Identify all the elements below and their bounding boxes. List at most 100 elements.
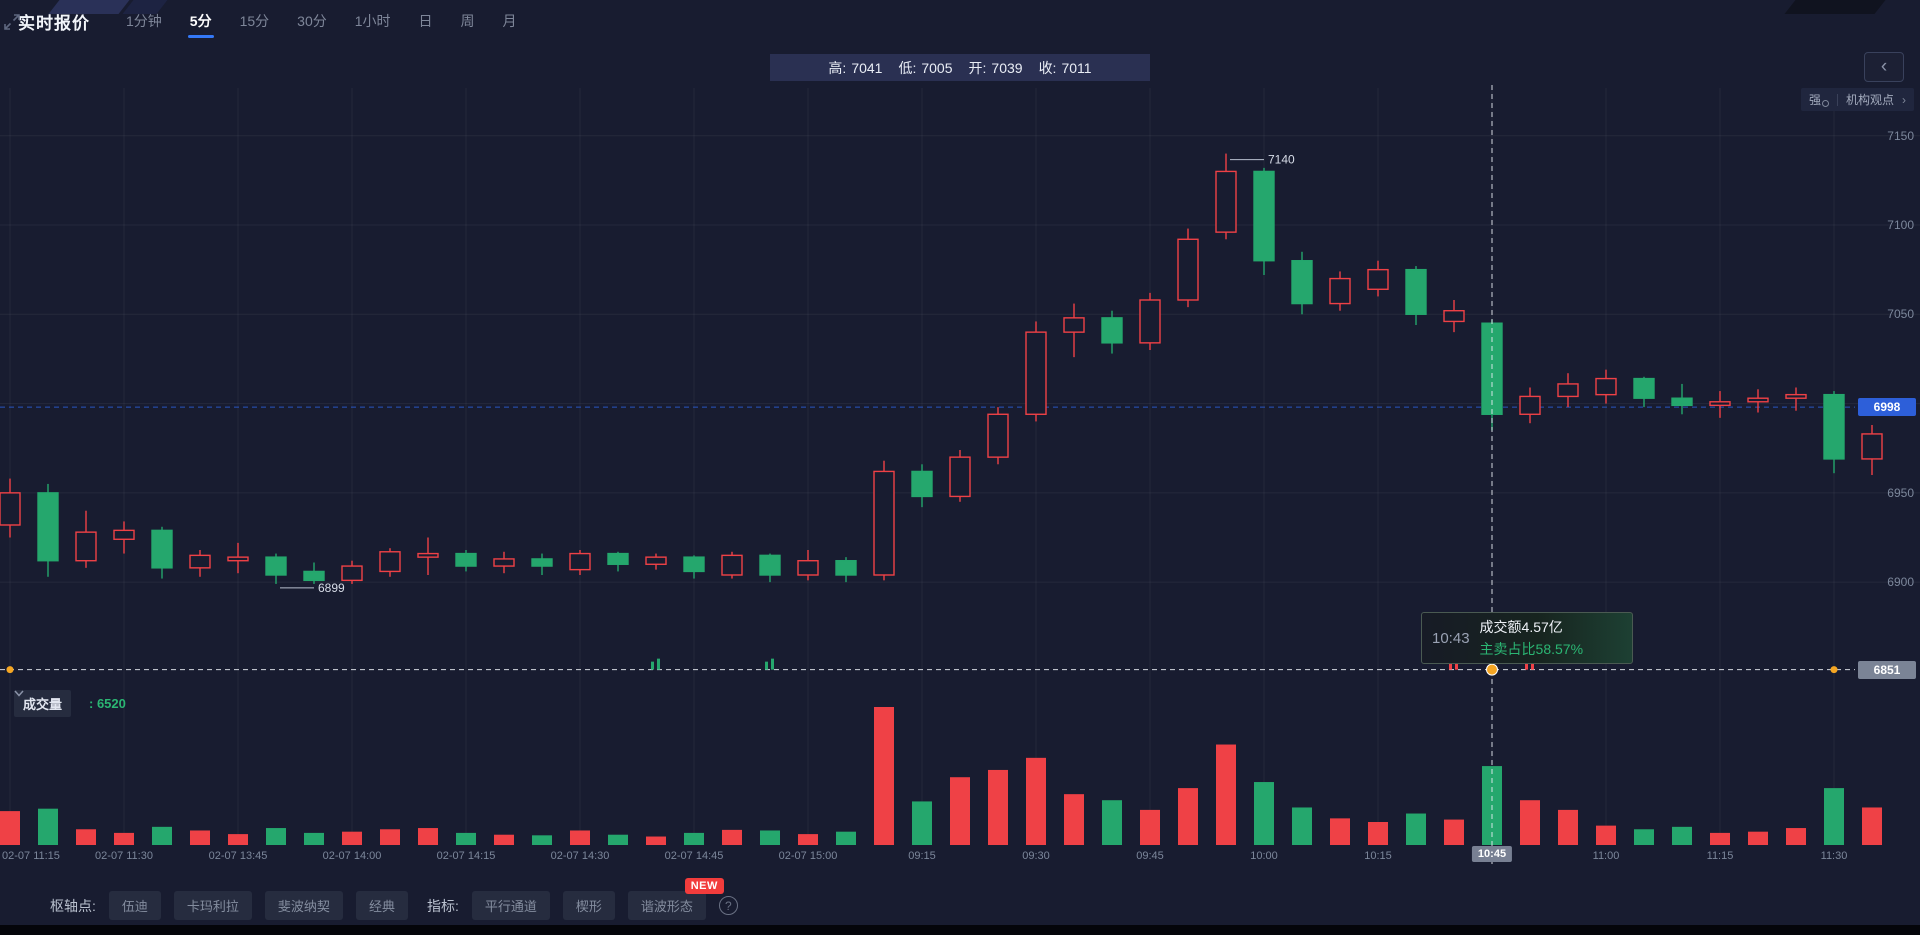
volume-bar <box>1254 782 1274 845</box>
crosshair-tooltip: 10:43 成交额4.57亿 主卖占比58.57% <box>1421 612 1633 664</box>
volume-bar <box>1558 809 1578 845</box>
volume-bar <box>912 801 932 845</box>
signal-marker <box>657 658 660 670</box>
volume-bar <box>874 707 894 845</box>
volume-label: 成交量 <box>23 697 63 712</box>
candle-body <box>1063 317 1085 333</box>
volume-bar <box>760 830 780 845</box>
volume-bar <box>1406 813 1426 845</box>
high-value: 7041 <box>851 59 883 76</box>
collapse-panel-button[interactable]: ‹ <box>1864 52 1904 82</box>
volume-bar <box>266 828 286 845</box>
tab-timeframe-4[interactable]: 1小时 <box>354 13 391 29</box>
x-axis-label: 11:15 <box>1706 850 1734 862</box>
candle-body <box>417 552 439 558</box>
chevron-left-icon: ‹ <box>1880 56 1888 77</box>
candle-body <box>1253 170 1275 262</box>
tab-timeframe-7[interactable]: 月 <box>502 13 517 29</box>
x-axis-label: 09:30 <box>1022 850 1050 862</box>
tab-timeframe-5[interactable]: 日 <box>418 13 433 29</box>
pivot-button-1[interactable]: 卡玛利拉 <box>173 891 252 920</box>
volume-bar <box>1102 800 1122 845</box>
signal-marker <box>1525 661 1528 670</box>
volume-bar <box>1710 832 1730 845</box>
tab-timeframe-3[interactable]: 30分 <box>297 13 327 29</box>
tooltip-time: 10:43 <box>1432 629 1470 647</box>
volume-bar <box>722 829 742 845</box>
volume-bar <box>1064 794 1084 845</box>
volume-bar <box>0 811 20 845</box>
x-axis-label: 10:45 <box>1471 846 1513 862</box>
candle-body <box>455 552 477 567</box>
volume-indicator-dropdown[interactable]: 成交量 <box>14 690 72 717</box>
signal-marker <box>1486 663 1498 676</box>
pivot-button-2[interactable]: 斐波纳契 <box>264 891 343 920</box>
candle-body <box>1367 268 1389 290</box>
x-axis-label: 02-07 14:45 <box>664 850 724 862</box>
x-axis-label: 09:45 <box>1136 850 1164 862</box>
volume-bar <box>228 834 248 845</box>
x-axis-label: 02-07 11:15 <box>2 850 60 862</box>
candle-body <box>759 554 781 576</box>
indicator-button-1[interactable]: 楔形 <box>562 891 615 920</box>
volume-value: : 6520 <box>89 696 126 711</box>
volume-bar <box>1520 800 1540 845</box>
high-label: 高: <box>828 59 847 76</box>
time-axis: 02-07 11:15 02-07 11:30 02-07 13:45 02-07 1… <box>0 846 1920 870</box>
volume-bar <box>456 832 476 845</box>
pivot-button-3[interactable]: 经典 <box>355 891 408 920</box>
candle-body <box>75 531 97 562</box>
volume-bar <box>304 832 324 845</box>
tab-timeframe-6[interactable]: 周 <box>460 13 475 29</box>
candle-body <box>1025 331 1047 415</box>
candle-body <box>113 529 135 540</box>
x-axis-label: 09:15 <box>908 850 936 862</box>
candle-body <box>1139 299 1161 344</box>
institution-viewpoint-entry[interactable]: 强 机构观点 › <box>1800 88 1914 111</box>
volume-bar <box>1444 819 1464 845</box>
divider <box>1836 93 1838 106</box>
volume-bar <box>1330 818 1350 845</box>
volume-bar <box>950 777 970 845</box>
volume-bar <box>608 834 628 845</box>
drawing-toolbar: 枢轴点: 伍迪 卡玛利拉 斐波纳契 经典 指标: 平行通道 楔形 谐波形态 NEW ? <box>50 878 738 920</box>
pivot-buttons: 伍迪 卡玛利拉 斐波纳契 经典 <box>108 891 408 920</box>
volume-bar <box>380 829 400 845</box>
expand-icon[interactable] <box>0 10 24 34</box>
candle-body <box>645 556 667 565</box>
candle-body <box>151 529 173 569</box>
candle-body <box>607 552 629 565</box>
candle-body <box>1595 377 1617 396</box>
x-axis-label: 02-07 14:15 <box>436 850 496 862</box>
pivot-button-0[interactable]: 伍迪 <box>108 891 161 920</box>
signal-marker <box>1455 658 1458 670</box>
candle-body <box>1215 170 1237 233</box>
candle-body <box>1823 393 1845 460</box>
indicator-button-2[interactable]: 谐波形态 NEW <box>627 878 724 920</box>
volume-bar <box>1178 788 1198 845</box>
strength-badge-dot <box>1821 100 1829 107</box>
volume-bar <box>684 832 704 845</box>
candle-body <box>1785 393 1807 399</box>
indicator-buttons: 平行通道 楔形 谐波形态 NEW <box>471 878 724 920</box>
candle-body <box>1291 260 1313 305</box>
volume-bar <box>1140 809 1160 845</box>
price-annotation: 6899 <box>318 581 345 595</box>
volume-bar <box>646 836 666 845</box>
tab-timeframe-1[interactable]: 5分 <box>190 3 212 39</box>
tab-timeframe-2[interactable]: 15分 <box>239 13 270 29</box>
price-annotation: 7140 <box>1268 153 1295 167</box>
candle-body <box>379 551 401 573</box>
candle-body <box>1747 397 1769 403</box>
tab-timeframe-0[interactable]: 1分钟 <box>126 13 162 29</box>
help-icon[interactable]: ? <box>718 896 738 915</box>
volume-bar <box>190 830 210 845</box>
candle-body <box>911 470 933 498</box>
header-bar: 实时报价 1分钟 5分 15分 30分 1小时 日 周 月 <box>0 0 1920 42</box>
volume-bar <box>1672 826 1692 845</box>
indicator-button-0[interactable]: 平行通道 <box>471 891 550 920</box>
volume-bar <box>1026 757 1046 845</box>
x-axis-label: 10:15 <box>1364 850 1392 862</box>
